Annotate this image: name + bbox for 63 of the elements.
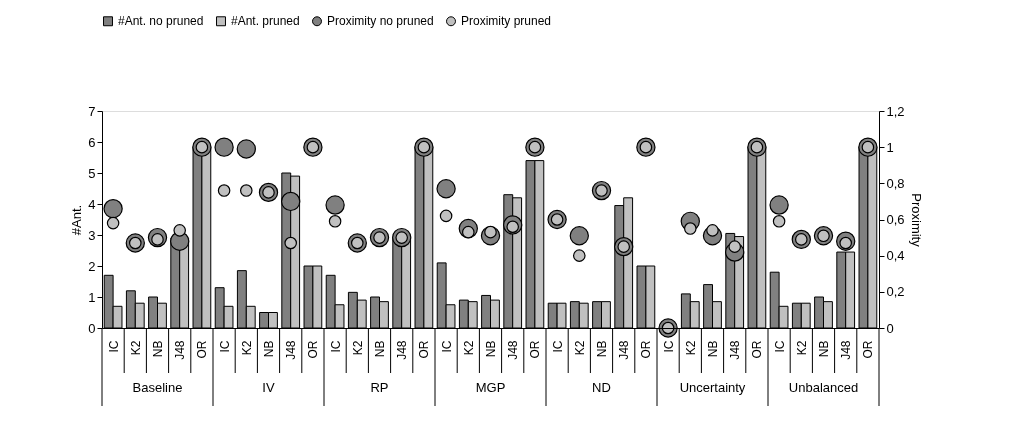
legend-label: #Ant. no pruned — [118, 14, 204, 29]
y-tick-label: 7 — [88, 103, 96, 119]
y2-tick-label: 1,2 — [886, 103, 905, 119]
x-tick-label: J48 — [173, 340, 188, 360]
x-tick-label: OR — [528, 340, 543, 359]
y-tick-label: 1 — [88, 289, 96, 305]
text: MGP — [475, 380, 506, 395]
x-tick-label: NB — [484, 340, 498, 358]
legend-label: #Ant. pruned — [231, 14, 300, 29]
x-tick-label: OR — [417, 340, 432, 359]
x-tick-label: NB — [595, 340, 609, 358]
x-tick-label: IC — [550, 340, 565, 353]
x-tick-label: IC — [661, 340, 676, 353]
y-tick-label: 4 — [88, 196, 96, 212]
x-tick-label: K2 — [128, 340, 143, 356]
text: RP — [370, 380, 389, 395]
x-tick-label: OR — [195, 340, 210, 359]
x-tick-label: J48 — [728, 340, 743, 360]
x-tick-label: NB — [262, 340, 276, 358]
y-tick-label: 5 — [88, 165, 96, 181]
x-tick-label: IC — [772, 340, 787, 353]
y2-tick-label: 0,6 — [886, 212, 905, 227]
x-tick-label: IC — [217, 340, 232, 353]
x-tick-label: K2 — [350, 340, 365, 356]
y2-tick-label: 0,8 — [886, 175, 905, 191]
y2-tick-label: 0,4 — [886, 248, 905, 264]
x-tick-label: J48 — [395, 340, 410, 360]
text: Baseline — [132, 380, 183, 395]
x-tick-label: IC — [106, 340, 121, 353]
x-tick-label: NB — [817, 340, 831, 358]
y-tick-label: 3 — [88, 227, 96, 243]
x-tick-label: J48 — [284, 340, 299, 360]
x-tick-label: OR — [639, 340, 654, 359]
y2-axis-title: Proximity — [908, 193, 924, 248]
x-tick-label: NB — [151, 340, 165, 358]
x-tick-label: NB — [706, 340, 720, 358]
x-tick-label: K2 — [683, 340, 698, 356]
x-tick-label: OR — [750, 340, 765, 359]
x-tick-label: K2 — [239, 340, 254, 356]
y2-tick-label: 1 — [886, 139, 894, 155]
x-tick-label: J48 — [617, 340, 632, 360]
y-tick-label: 6 — [88, 134, 96, 150]
text: Uncertainty — [679, 380, 746, 395]
legend-label: Proximity no pruned — [327, 14, 434, 29]
x-tick-label: K2 — [572, 340, 587, 356]
x-tick-label: K2 — [794, 340, 809, 356]
x-tick-label: IC — [328, 340, 343, 353]
x-tick-label: NB — [373, 340, 387, 358]
y2-tick-label: 0,2 — [886, 284, 905, 300]
legend-label: Proximity pruned — [461, 14, 552, 29]
x-tick-label: J48 — [506, 340, 521, 360]
x-tick-label: J48 — [839, 340, 854, 360]
x-tick-label: OR — [306, 340, 321, 359]
x-tick-label: K2 — [461, 340, 476, 356]
x-tick-label: OR — [861, 340, 876, 359]
y-tick-label: 0 — [88, 320, 96, 336]
y-tick-label: 2 — [88, 258, 96, 274]
text: IV — [262, 380, 275, 395]
x-tick-label: IC — [439, 340, 454, 353]
text: Unbalanced — [788, 380, 859, 395]
y-axis-title: #Ant. — [69, 204, 85, 236]
text: ND — [592, 380, 611, 395]
y2-tick-label: 0 — [886, 320, 894, 336]
